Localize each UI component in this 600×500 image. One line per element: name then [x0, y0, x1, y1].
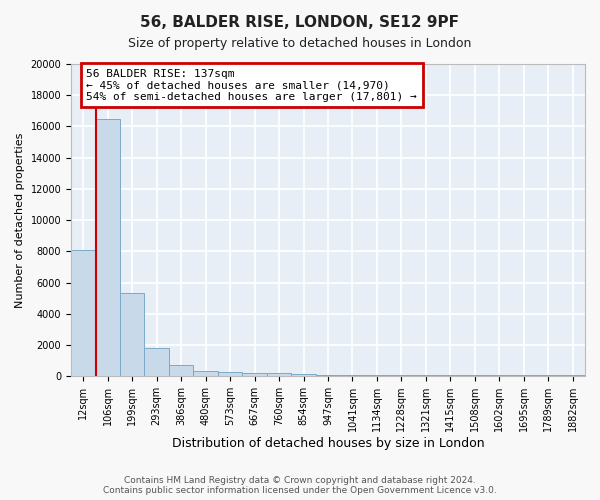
Bar [169, 364, 193, 376]
Text: 56 BALDER RISE: 137sqm
← 45% of detached houses are smaller (14,970)
54% of semi: 56 BALDER RISE: 137sqm ← 45% of detached… [86, 68, 417, 102]
Text: Contains HM Land Registry data © Crown copyright and database right 2024.
Contai: Contains HM Land Registry data © Crown c… [103, 476, 497, 495]
Bar [292, 374, 316, 376]
Bar [242, 373, 267, 376]
X-axis label: Distribution of detached houses by size in London: Distribution of detached houses by size … [172, 437, 484, 450]
Text: Size of property relative to detached houses in London: Size of property relative to detached ho… [128, 38, 472, 51]
Y-axis label: Number of detached properties: Number of detached properties [15, 132, 25, 308]
Text: 56, BALDER RISE, LONDON, SE12 9PF: 56, BALDER RISE, LONDON, SE12 9PF [140, 15, 460, 30]
Bar [71, 250, 95, 376]
Bar [267, 374, 292, 376]
Bar [120, 294, 145, 376]
Bar [95, 118, 120, 376]
Bar [218, 372, 242, 376]
Bar [145, 348, 169, 376]
Bar [193, 371, 218, 376]
